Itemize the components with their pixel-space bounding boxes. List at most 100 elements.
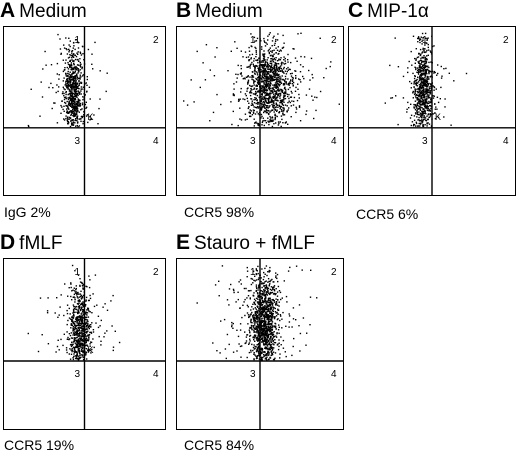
event-dot [74,311,76,313]
event-dot [256,101,259,103]
event-dot [259,38,261,40]
event-dot [46,310,49,312]
event-dot [245,76,247,78]
event-dot [72,325,75,328]
event-dot [422,37,424,39]
event-dot [425,51,427,53]
event-dot [282,96,285,98]
event-dot [228,304,230,306]
event-dot [416,67,419,69]
event-dot [77,110,79,112]
event-dot [56,84,58,86]
event-dot [67,85,69,88]
event-dot [259,352,261,354]
event-dot [278,93,280,95]
event-dot [268,52,271,55]
event-dot [295,319,297,321]
event-dot [74,99,77,101]
event-dot [50,82,52,85]
event-dot [260,335,262,337]
event-dot [421,74,423,76]
event-dot [254,307,256,309]
event-dot [73,83,75,85]
event-dot [417,108,419,110]
event-dot [274,95,276,97]
event-dot [263,355,265,358]
event-dot [257,62,259,64]
event-dot [274,99,276,101]
event-dot [264,324,266,327]
event-dot [257,124,259,126]
event-dot [421,100,423,103]
event-dot [69,59,72,62]
event-dot [89,343,91,345]
event-dot [69,99,71,102]
event-dot [97,326,100,329]
event-dot [267,351,270,353]
event-dot [59,38,61,40]
event-dot [271,306,273,308]
event-dot [81,319,84,321]
event-dot [419,105,421,108]
event-dot [290,96,293,98]
event-dot [69,344,72,346]
event-dot [430,113,432,116]
event-dot [423,101,425,103]
event-dot [278,68,280,71]
gate-mark: K [88,112,94,122]
event-dot [253,292,255,294]
event-dot [253,326,255,329]
event-dot [27,332,29,335]
event-dot [310,57,313,60]
event-dot [269,325,272,327]
event-dot [262,292,264,294]
event-dot [270,60,272,62]
event-dot [288,313,290,315]
event-dot [274,326,277,328]
event-dot [283,280,285,282]
event-dot [261,349,263,352]
event-dot [419,39,421,41]
event-dot [259,71,262,74]
event-dot [78,102,80,104]
event-dot [426,75,428,78]
event-dot [426,109,429,112]
event-dot [287,270,290,272]
event-dot [90,352,92,354]
event-dot [77,126,79,128]
event-dot [253,88,255,90]
event-dot [282,47,284,49]
event-dot [70,282,72,284]
event-dot [270,301,273,303]
event-dot [271,309,274,312]
event-dot [419,41,421,44]
event-dot [277,313,279,315]
event-dot [429,113,432,115]
event-dot [236,47,238,49]
event-dot [70,337,73,339]
event-dot [75,327,78,330]
event-dot [262,70,264,72]
event-dot [272,340,274,343]
event-dot [255,90,257,93]
event-dot [414,112,417,114]
event-dot [268,98,270,100]
event-dot [68,37,70,39]
event-dot [411,64,413,66]
event-dot [70,111,72,113]
event-dot [85,82,87,84]
event-dot [266,300,268,303]
event-dot [440,77,443,79]
event-dot [272,351,275,353]
event-dot [75,84,77,87]
event-dot [436,74,438,76]
event-dot [281,69,283,71]
event-dot [62,344,64,347]
event-dot [425,60,427,62]
event-dot [423,72,426,74]
event-dot [288,100,290,102]
event-dot [275,81,278,83]
event-dot [63,47,66,49]
event-dot [82,123,84,125]
